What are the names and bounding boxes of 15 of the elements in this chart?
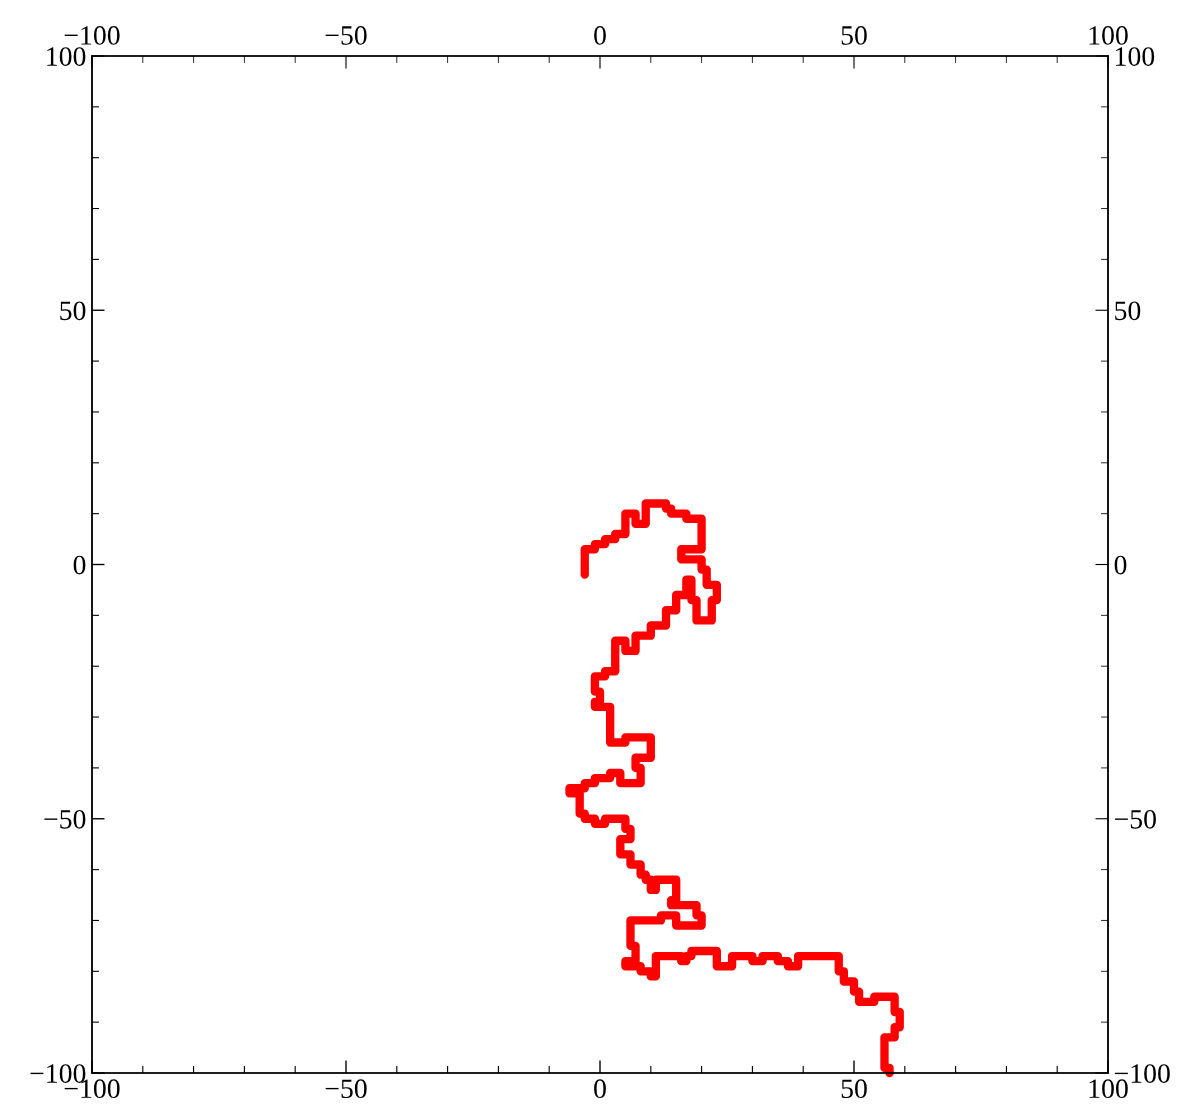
x2-tick-label: −50 bbox=[325, 26, 367, 45]
y2-tick-label: 0 bbox=[1114, 555, 1127, 575]
y2-tick-label: 50 bbox=[1115, 301, 1141, 321]
y-tick-label: 50 bbox=[60, 301, 86, 321]
y-tick-label: 0 bbox=[73, 555, 86, 575]
x-tick-label: 0 bbox=[594, 1079, 606, 1099]
x2-tick-label: 50 bbox=[841, 26, 867, 45]
x2-tick-label: 0 bbox=[594, 26, 606, 45]
x2-tick-label: 100 bbox=[1089, 26, 1128, 45]
y-tick-label: 100 bbox=[47, 47, 86, 66]
x-tick-label: −50 bbox=[325, 1079, 367, 1099]
x-tick-label: 50 bbox=[841, 1079, 867, 1099]
y-tick-label: −50 bbox=[44, 809, 86, 829]
y2-tick-label: 100 bbox=[1116, 47, 1155, 66]
y2-tick-label: −50 bbox=[1114, 809, 1156, 829]
